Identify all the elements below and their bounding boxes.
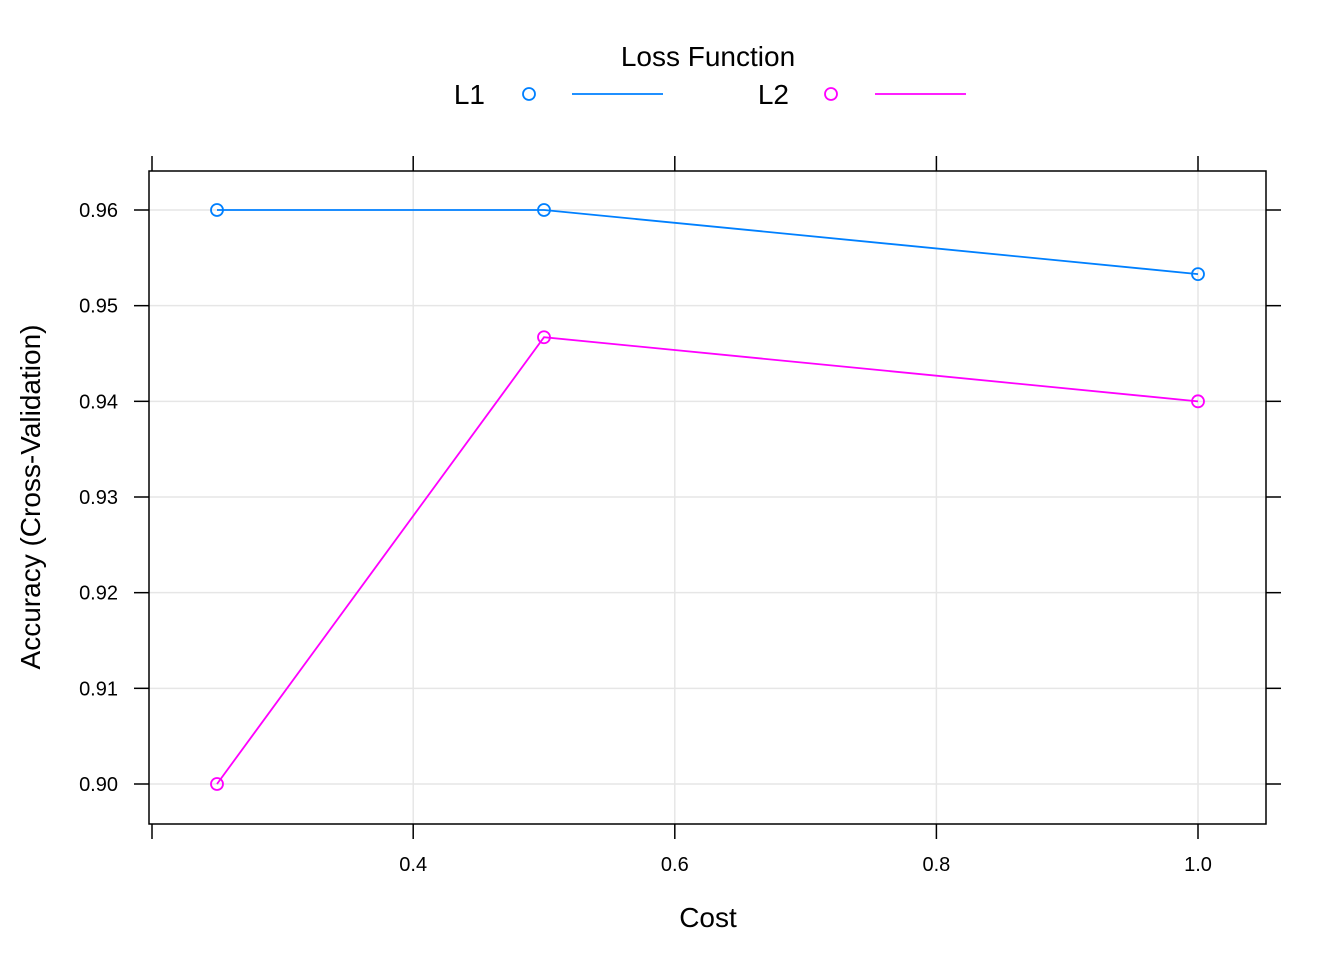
x-tick-label: 0.4 [399, 854, 427, 876]
y-tick-label: 0.92 [79, 583, 118, 605]
data-point [210, 777, 224, 791]
legend-item-l2: L2 [758, 79, 966, 110]
data-point [537, 330, 551, 345]
y-tick-label: 0.95 [79, 296, 118, 318]
series-line [217, 209, 1199, 275]
y-tick-label: 0.90 [79, 774, 118, 796]
legend-title: Loss Function [621, 41, 795, 72]
y-tick-label: 0.94 [79, 391, 118, 413]
data-point [210, 203, 224, 217]
x-tick-label: 0.8 [922, 854, 950, 876]
x-tick-label: 0.6 [661, 854, 689, 876]
legend-item-l1: L1 [454, 79, 663, 110]
axis-ticks: 0.4 0.6 0.8 1.0 0.90 0.91 0.92 0.93 0.94 0.95 0.96 [79, 156, 1281, 876]
legend-marker [522, 87, 536, 101]
x-tick-label: 1.0 [1184, 854, 1212, 876]
legend-label: L1 [454, 79, 485, 110]
grid-lines [149, 171, 1266, 824]
y-tick-label: 0.93 [79, 487, 118, 509]
data-point [1191, 394, 1205, 409]
y-tick-label: 0.96 [79, 200, 118, 222]
data-series [210, 203, 1205, 791]
y-tick-label: 0.91 [79, 678, 118, 700]
legend-items: L1 L2 [454, 79, 966, 110]
series-line [216, 336, 1199, 785]
data-point [1191, 267, 1205, 281]
legend-marker [824, 87, 838, 101]
legend-label: L2 [758, 79, 789, 110]
series-l1 [210, 203, 1205, 281]
legend: Loss Function L1 L2 [454, 41, 966, 110]
y-axis-title: Accuracy (Cross-Validation) [15, 325, 46, 670]
x-axis-title: Cost [679, 902, 737, 933]
data-point [537, 203, 551, 217]
series-l2 [210, 330, 1205, 791]
